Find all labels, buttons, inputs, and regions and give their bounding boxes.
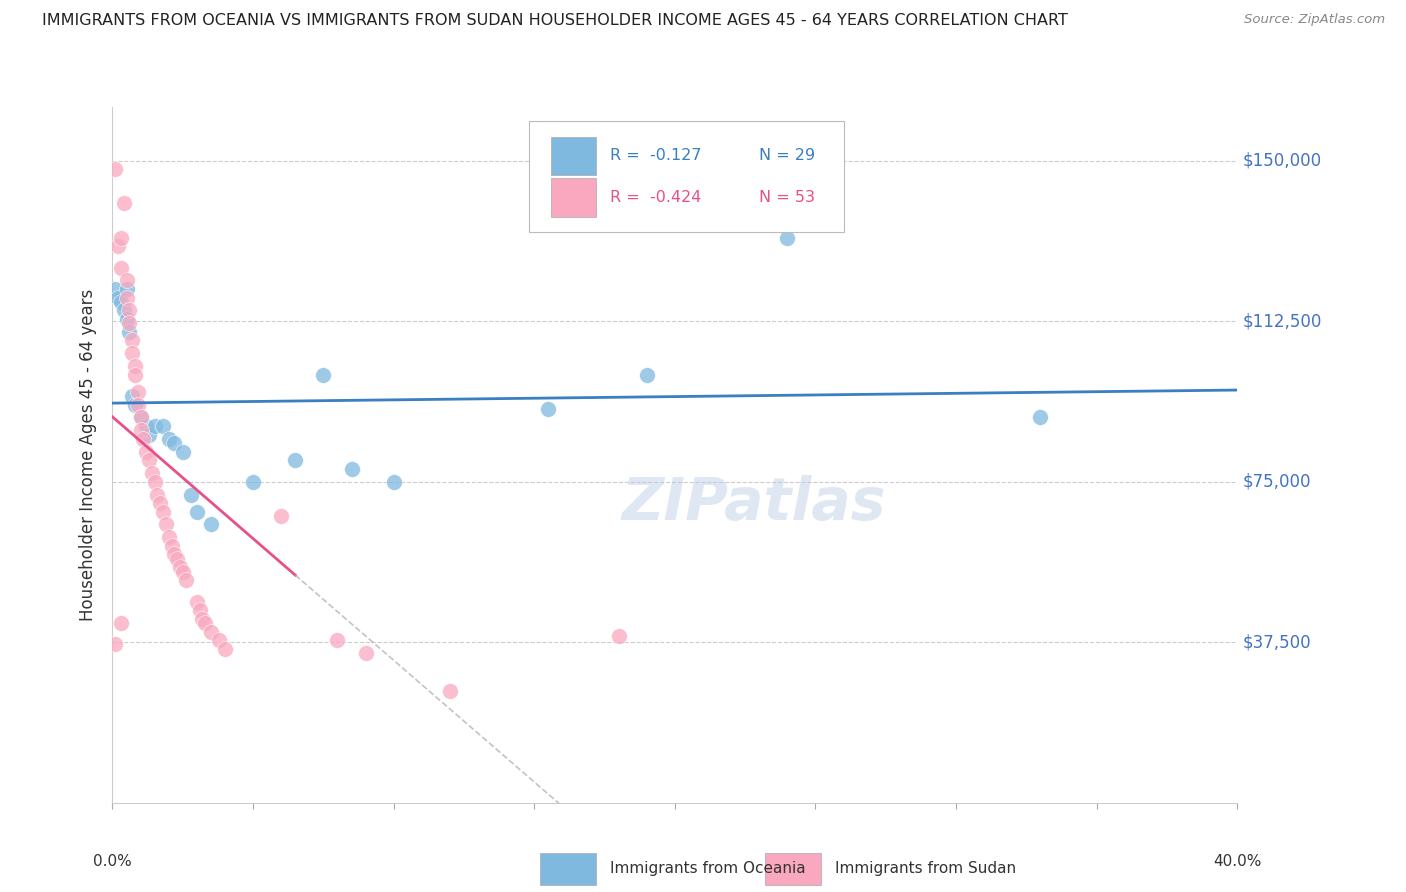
Point (129, 423, 152, 437)
Point (118, 325, 141, 339)
Point (607, 629, 630, 643)
FancyBboxPatch shape (551, 136, 596, 175)
Point (118, 303, 141, 318)
Text: N = 53: N = 53 (759, 190, 815, 205)
Point (112, 303, 135, 318)
FancyBboxPatch shape (529, 121, 844, 232)
Y-axis label: Householder Income Ages 45 - 64 years: Householder Income Ages 45 - 64 years (79, 289, 97, 621)
Point (200, 517, 222, 532)
Point (382, 475, 405, 489)
Point (107, 239, 129, 253)
Point (152, 419, 174, 434)
Point (186, 594, 208, 608)
Point (354, 646, 377, 660)
Point (284, 453, 307, 467)
Point (121, 334, 143, 348)
Point (110, 230, 132, 244)
Point (157, 530, 180, 544)
Point (115, 273, 138, 287)
Point (149, 496, 172, 510)
Text: $150,000: $150,000 (1243, 152, 1322, 169)
Point (124, 368, 146, 382)
Point (157, 432, 180, 446)
Point (124, 359, 146, 373)
Point (270, 508, 292, 523)
Point (160, 539, 183, 553)
Point (200, 624, 222, 639)
Point (115, 291, 138, 305)
Point (326, 633, 349, 648)
Point (135, 444, 157, 458)
Text: Immigrants from Sudan: Immigrants from Sudan (835, 862, 1015, 877)
Point (537, 401, 560, 416)
Point (138, 453, 160, 467)
Point (166, 551, 188, 566)
Point (155, 517, 177, 532)
Point (191, 612, 214, 626)
Text: $112,500: $112,500 (1243, 312, 1322, 330)
Point (776, 230, 799, 244)
Point (214, 641, 236, 656)
Point (636, 368, 658, 382)
Point (115, 282, 138, 296)
Text: Source: ZipAtlas.com: Source: ZipAtlas.com (1244, 13, 1385, 27)
Point (188, 603, 211, 617)
Point (143, 475, 166, 489)
Point (121, 389, 143, 403)
Point (121, 346, 143, 360)
Point (132, 432, 155, 446)
Point (180, 487, 202, 501)
Point (340, 462, 363, 476)
Point (141, 466, 163, 480)
Point (312, 368, 335, 382)
Text: R =  -0.127: R = -0.127 (610, 148, 702, 163)
Point (174, 573, 197, 587)
Point (194, 615, 217, 630)
Text: N = 29: N = 29 (759, 148, 815, 163)
Text: $37,500: $37,500 (1243, 633, 1312, 651)
Text: 40.0%: 40.0% (1213, 855, 1261, 869)
Point (138, 427, 160, 442)
Text: $75,000: $75,000 (1243, 473, 1312, 491)
Point (110, 615, 132, 630)
Point (439, 684, 461, 698)
Point (1029, 410, 1052, 425)
FancyBboxPatch shape (540, 854, 596, 885)
Point (118, 316, 141, 330)
Point (169, 560, 191, 574)
Point (152, 505, 174, 519)
Point (104, 637, 127, 651)
Point (163, 548, 186, 562)
Point (115, 312, 138, 326)
Point (143, 419, 166, 434)
Text: Immigrants from Oceania: Immigrants from Oceania (610, 862, 806, 877)
Point (129, 410, 152, 425)
Point (112, 196, 135, 211)
Point (242, 475, 264, 489)
Text: 0.0%: 0.0% (93, 855, 132, 869)
Point (110, 260, 132, 275)
Text: IMMIGRANTS FROM OCEANIA VS IMMIGRANTS FROM SUDAN HOUSEHOLDER INCOME AGES 45 - 64: IMMIGRANTS FROM OCEANIA VS IMMIGRANTS FR… (42, 13, 1069, 29)
Text: ZIPatlas: ZIPatlas (621, 475, 886, 533)
Point (127, 398, 149, 412)
Point (110, 294, 132, 309)
Point (104, 162, 127, 177)
Point (172, 565, 194, 579)
Point (172, 444, 194, 458)
Point (146, 487, 169, 501)
Point (186, 505, 208, 519)
Point (129, 410, 152, 425)
Point (208, 633, 231, 648)
Point (124, 398, 146, 412)
Point (107, 291, 129, 305)
Point (127, 384, 149, 399)
Point (104, 282, 127, 296)
FancyBboxPatch shape (765, 854, 821, 885)
Point (135, 419, 157, 434)
Point (163, 436, 186, 450)
FancyBboxPatch shape (551, 178, 596, 217)
Text: R =  -0.424: R = -0.424 (610, 190, 702, 205)
